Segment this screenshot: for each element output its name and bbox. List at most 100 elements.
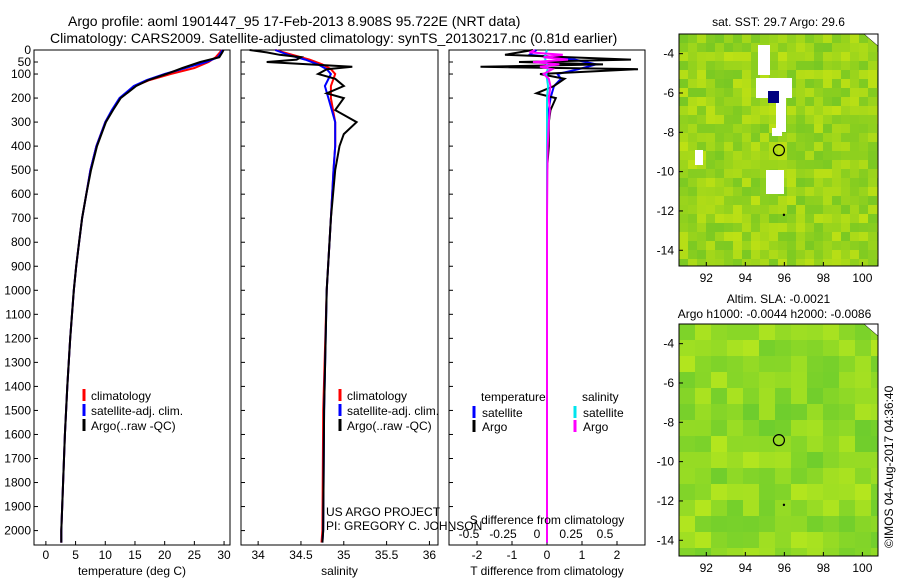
y-tick-label: 1400: [4, 379, 31, 393]
y-tick-label: 500: [11, 163, 31, 177]
x-tick-label: 36: [423, 548, 437, 562]
map-cell: [871, 340, 878, 356]
map-cell: [706, 142, 715, 151]
legend-label: satellite: [583, 406, 624, 420]
map-cell: [769, 70, 778, 79]
map-cell: [706, 214, 715, 223]
map-cell: [727, 484, 743, 500]
map-cell: [787, 106, 796, 115]
map-cell: [791, 436, 807, 452]
map-cell: [805, 124, 814, 133]
map-cell: [841, 241, 850, 250]
map-cell: [796, 241, 805, 250]
map-cell: [733, 115, 742, 124]
map-cell: [743, 404, 759, 420]
map-cell: [841, 106, 850, 115]
map-cell: [832, 232, 841, 241]
map-cell: [814, 115, 823, 124]
secondary-x-tick-label: 0: [534, 527, 541, 541]
map-cell: [805, 196, 814, 205]
map-cell: [839, 388, 855, 404]
map-cell: [807, 436, 823, 452]
map-cell: [823, 388, 839, 404]
map-cell: [775, 548, 791, 556]
map-cell: [832, 151, 841, 160]
map-cell: [859, 196, 868, 205]
map-cell: [823, 106, 832, 115]
map-cell: [823, 214, 832, 223]
map-cell: [751, 187, 760, 196]
map-cell: [839, 436, 855, 452]
map-cell: [742, 232, 751, 241]
legend-label: satellite-adj. clim.: [347, 404, 439, 418]
map-cell: [742, 34, 751, 43]
map-cell: [724, 43, 733, 52]
map-cell: [715, 205, 724, 214]
map-y-tick-label: -8: [663, 125, 674, 139]
map-cell: [724, 115, 733, 124]
map-cell: [769, 160, 778, 169]
map-cell: [841, 232, 850, 241]
map-cell: [859, 259, 868, 266]
map-cell: [787, 178, 796, 187]
map-cell: [733, 34, 742, 43]
map-cell: [679, 420, 695, 436]
map-cell: [778, 160, 787, 169]
map-cell: [724, 169, 733, 178]
map-cell: [814, 124, 823, 133]
map-cell: [805, 70, 814, 79]
map-cell: [679, 97, 688, 106]
map-cell: [775, 388, 791, 404]
map-cell: [743, 436, 759, 452]
map-cell: [695, 500, 711, 516]
map-cell: [778, 250, 787, 259]
map-cell: [724, 232, 733, 241]
map-cell: [751, 106, 760, 115]
map-cell: [823, 420, 839, 436]
title-line-2: Climatology: CARS2009. Satellite-adjuste…: [50, 30, 618, 46]
y-tick-label: 600: [11, 187, 31, 201]
map-cell: [679, 196, 688, 205]
map-cell: [679, 178, 688, 187]
map-cell: [868, 124, 877, 133]
map-cell: [760, 34, 769, 43]
map-cell: [706, 223, 715, 232]
y-tick-label: 1600: [4, 427, 31, 441]
y-tick-label: 0: [24, 43, 31, 57]
map-cell: [679, 452, 695, 468]
map-cell: [868, 70, 877, 79]
map-cell: [695, 324, 711, 340]
map-cell: [727, 420, 743, 436]
map-cell: [796, 34, 805, 43]
map-cell: [775, 356, 791, 372]
map-cell: [679, 133, 688, 142]
map-cell: [805, 34, 814, 43]
map-cell: [775, 340, 791, 356]
map-cell: [759, 420, 775, 436]
map-subtitle: Argo h1000: -0.0044 h2000: -0.0086: [678, 307, 872, 321]
series-line: [529, 49, 569, 543]
y-tick-label: 100: [11, 67, 31, 81]
map-cell: [711, 548, 727, 556]
map-cell: [695, 532, 711, 548]
map-cell: [868, 160, 877, 169]
map-cell: [733, 124, 742, 133]
legend-label: climatology: [347, 389, 407, 403]
map-cell: [791, 372, 807, 388]
map-cell: [724, 151, 733, 160]
map-cell: [778, 232, 787, 241]
map-y-tick-label: -8: [663, 415, 674, 429]
map-cell: [733, 79, 742, 88]
map-cell: [742, 169, 751, 178]
map-cell: [868, 232, 877, 241]
map-cell: [805, 79, 814, 88]
y-tick-label: 1700: [4, 451, 31, 465]
map-cell: [769, 214, 778, 223]
map-cell: [841, 52, 850, 61]
map-cell: [823, 61, 832, 70]
map-cell: [859, 34, 868, 43]
map-cell: [791, 548, 807, 556]
map-cell: [679, 388, 695, 404]
map-cell: [814, 232, 823, 241]
map-cell: [823, 115, 832, 124]
